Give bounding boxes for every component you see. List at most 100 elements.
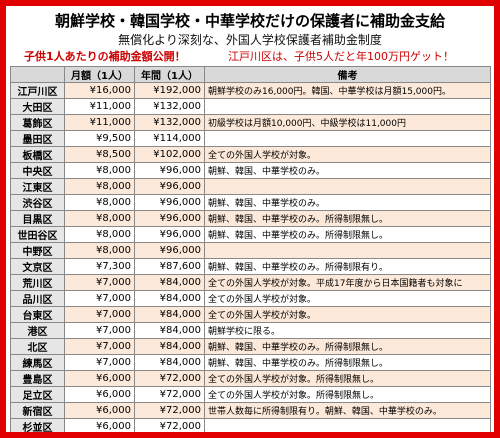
- table-row: 豊島区 ¥6,000 ¥72,000 全ての外国人学校が対象。所得制限無し。: [10, 370, 491, 387]
- table-row: 杉並区 ¥6,000 ¥72,000: [10, 418, 491, 432]
- ward-cell: 杉並区: [10, 418, 65, 432]
- ward-cell: 世田谷区: [10, 226, 65, 243]
- ward-cell: 荒川区: [10, 274, 65, 291]
- ward-cell: 板橋区: [10, 146, 65, 163]
- yearly-cell: ¥72,000: [134, 402, 205, 419]
- monthly-cell: ¥11,000: [64, 98, 135, 115]
- table-row: 北区 ¥7,000 ¥84,000 朝鮮、韓国、中華学校のみ。所得制限無し。: [10, 338, 491, 355]
- ward-cell: 中野区: [10, 242, 65, 259]
- table-row: 世田谷区 ¥8,000 ¥96,000 朝鮮、韓国、中華学校のみ。所得制限無し。: [10, 226, 491, 243]
- monthly-cell: ¥7,300: [64, 258, 135, 275]
- monthly-cell: ¥16,000: [64, 82, 135, 99]
- table-row: 江東区 ¥8,000 ¥96,000: [10, 178, 491, 195]
- header-notes: 備考: [204, 66, 491, 83]
- monthly-cell: ¥8,000: [64, 226, 135, 243]
- table-row: 台東区 ¥7,000 ¥84,000 全ての外国人学校が対象。: [10, 306, 491, 323]
- table-row: 中野区 ¥8,000 ¥96,000: [10, 242, 491, 259]
- yearly-cell: ¥192,000: [134, 82, 205, 99]
- ward-cell: 中央区: [10, 162, 65, 179]
- note-cell: 朝鮮学校に限る。: [204, 322, 491, 339]
- monthly-cell: ¥7,000: [64, 338, 135, 355]
- monthly-cell: ¥11,000: [64, 114, 135, 131]
- yearly-cell: ¥72,000: [134, 370, 205, 387]
- yearly-cell: ¥72,000: [135, 435, 205, 438]
- promo-left: 子供1人あたりの補助金額公開！: [24, 50, 186, 63]
- monthly-cell: ¥7,000: [64, 306, 135, 323]
- table-body: 江戸川区 ¥16,000 ¥192,000 朝鮮学校のみ16,000円。韓国、中華学校…: [10, 82, 491, 438]
- page-subtitle: 無償化より深刻な、外国人学校保護者補助金制度: [118, 33, 382, 47]
- header-yearly: 年間（1人）: [134, 66, 205, 83]
- note-cell: [205, 435, 491, 438]
- monthly-cell: ¥6,000: [64, 370, 135, 387]
- yearly-cell: ¥87,600: [134, 258, 205, 275]
- monthly-cell: ¥8,000: [64, 242, 135, 259]
- ward-cell: 足立区: [10, 386, 65, 403]
- promo-line: 子供1人あたりの補助金額公開！ 江戸川区は、子供5人だと年100万円ゲット！: [6, 47, 494, 64]
- note-cell: 朝鮮、韓国、中華学校のみ。所得制限無し。: [204, 338, 491, 355]
- ward-cell: 北区: [10, 338, 65, 355]
- ward-cell: 品川区: [10, 290, 65, 307]
- yearly-cell: ¥84,000: [134, 274, 205, 291]
- ward-cell: 新宿区: [10, 402, 65, 419]
- note-cell: [204, 418, 491, 432]
- note-cell: 全ての外国人学校が対象。: [204, 146, 491, 163]
- monthly-cell: ¥7,000: [64, 322, 135, 339]
- ward-cell: 文京区: [10, 258, 65, 275]
- yearly-cell: ¥96,000: [134, 242, 205, 259]
- table-row: 板橋区 ¥8,500 ¥102,000 全ての外国人学校が対象。: [10, 146, 491, 163]
- table-row: 墨田区 ¥9,500 ¥114,000: [10, 130, 491, 147]
- yearly-cell: ¥84,000: [134, 338, 205, 355]
- note-cell: 朝鮮学校のみ16,000円。韓国、中華学校は月額15,000円。: [204, 82, 491, 99]
- note-cell: 全ての外国人学校が対象。: [204, 290, 491, 307]
- ward-cell: 江戸川区: [10, 82, 65, 99]
- ward-cell: 墨田区: [10, 130, 65, 147]
- note-cell: 世帯人数毎に所得制限有り。朝鮮、韓国、中華学校のみ。: [204, 402, 491, 419]
- ward-cell: 渋谷区: [10, 194, 65, 211]
- table-row: 文京区 ¥7,300 ¥87,600 朝鮮、韓国、中華学校のみ。所得制限有り。: [10, 258, 491, 275]
- ward-cell: 目黒区: [10, 210, 65, 227]
- table-row: 千代田区¥6,000¥72,000: [11, 435, 491, 438]
- note-cell: 朝鮮、韓国、中華学校のみ。所得制限有り。: [204, 258, 491, 275]
- monthly-cell: ¥7,000: [64, 354, 135, 371]
- ward-cell: 豊島区: [10, 370, 65, 387]
- table-row: 足立区 ¥6,000 ¥72,000 全ての外国人学校が対象。所得制限無し。: [10, 386, 491, 403]
- note-cell: 初級学校は月額10,000円、中級学校は11,000円: [204, 114, 491, 131]
- yearly-cell: ¥84,000: [134, 306, 205, 323]
- yearly-cell: ¥132,000: [134, 98, 205, 115]
- monthly-cell: ¥6,000: [64, 402, 135, 419]
- note-cell: 全ての外国人学校が対象。所得制限無し。: [204, 386, 491, 403]
- note-cell: [204, 242, 491, 259]
- monthly-cell: ¥6,000: [65, 435, 135, 438]
- note-cell: 朝鮮、韓国、中華学校のみ。所得制限無し。: [204, 354, 491, 371]
- table-row: 渋谷区 ¥8,000 ¥96,000 朝鮮、韓国、中華学校のみ。: [10, 194, 491, 211]
- monthly-cell: ¥8,000: [64, 178, 135, 195]
- monthly-cell: ¥7,000: [64, 274, 135, 291]
- note-cell: 朝鮮、韓国、中華学校のみ。: [204, 162, 491, 179]
- note-cell: 朝鮮、韓国、中華学校のみ。: [204, 194, 491, 211]
- note-cell: 全ての外国人学校が対象。: [204, 306, 491, 323]
- note-cell: [204, 98, 491, 115]
- yearly-cell: ¥102,000: [134, 146, 205, 163]
- page-title: 朝鮮学校・韓国学校・中華学校だけの保護者に補助金支給: [54, 12, 445, 30]
- ward-cell: 千代田区: [11, 435, 65, 438]
- table-row: 港区 ¥7,000 ¥84,000 朝鮮学校に限る。: [10, 322, 491, 339]
- table-header-row: 月額（1人） 年間（1人） 備考: [10, 66, 491, 83]
- table-row: 荒川区 ¥7,000 ¥84,000 全ての外国人学校が対象。平成17年度から日本国籍…: [10, 274, 491, 291]
- yearly-cell: ¥96,000: [134, 226, 205, 243]
- table-row: 目黒区 ¥8,000 ¥96,000 朝鮮、韓国、中華学校のみ。所得制限無し。: [10, 210, 491, 227]
- table-row: 大田区 ¥11,000 ¥132,000: [10, 98, 491, 115]
- table-row: 練馬区 ¥7,000 ¥84,000 朝鮮、韓国、中華学校のみ。所得制限無し。: [10, 354, 491, 371]
- table-row: 中央区 ¥8,000 ¥96,000 朝鮮、韓国、中華学校のみ。: [10, 162, 491, 179]
- yearly-cell: ¥96,000: [134, 210, 205, 227]
- yearly-cell: ¥114,000: [134, 130, 205, 147]
- monthly-cell: ¥8,000: [64, 210, 135, 227]
- yearly-cell: ¥72,000: [134, 418, 205, 432]
- note-cell: 全ての外国人学校が対象。平成17年度から日本国籍者も対象に: [204, 274, 491, 291]
- ward-cell: 大田区: [10, 98, 65, 115]
- monthly-cell: ¥8,000: [64, 194, 135, 211]
- yearly-cell: ¥96,000: [134, 194, 205, 211]
- monthly-cell: ¥6,000: [64, 418, 135, 432]
- monthly-cell: ¥8,500: [64, 146, 135, 163]
- table-row: 江戸川区 ¥16,000 ¥192,000 朝鮮学校のみ16,000円。韓国、中華学校…: [10, 82, 491, 99]
